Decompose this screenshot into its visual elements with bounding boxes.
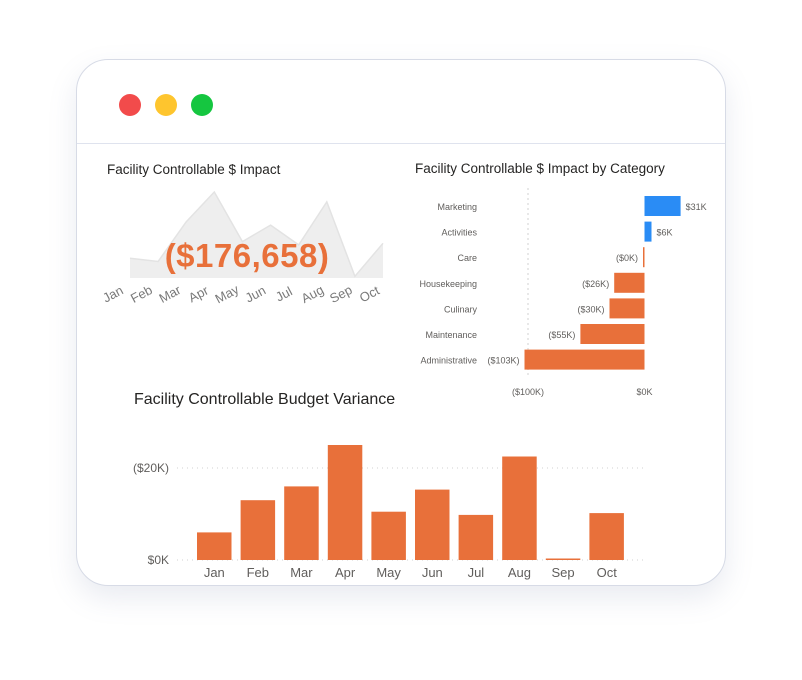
close-dot[interactable] bbox=[119, 94, 141, 116]
category-bar-marketing[interactable] bbox=[644, 196, 681, 216]
category-label-culinary: Culinary bbox=[444, 304, 478, 314]
window-titlebar bbox=[77, 60, 725, 144]
category-bar-activities[interactable] bbox=[644, 221, 652, 242]
maximize-dot[interactable] bbox=[191, 94, 213, 116]
category-label-administrative: Administrative bbox=[420, 356, 477, 366]
category-data-label-housekeeping: ($26K) bbox=[582, 279, 609, 289]
category-data-label-culinary: ($30K) bbox=[577, 304, 604, 314]
variance-month-label-jun: Jun bbox=[422, 565, 443, 580]
category-bar-maintenance[interactable] bbox=[580, 324, 645, 344]
category-label-housekeeping: Housekeeping bbox=[419, 279, 477, 289]
variance-month-label-aug: Aug bbox=[508, 565, 531, 580]
category-data-label-maintenance: ($55K) bbox=[548, 330, 575, 340]
variance-bar-jul[interactable] bbox=[458, 514, 494, 560]
dashboard-window: Facility Controllable $ Impact Jan Feb Mar… bbox=[76, 59, 726, 586]
category-label-activities: Activities bbox=[441, 228, 477, 238]
category-label-maintenance: Maintenance bbox=[425, 330, 477, 340]
variance-month-label-feb: Feb bbox=[247, 565, 269, 580]
variance-bar-jan[interactable] bbox=[197, 532, 232, 560]
variance-bar-apr[interactable] bbox=[327, 445, 363, 560]
trend-month-label-jul: Jul bbox=[273, 283, 295, 304]
variance-month-label-oct: Oct bbox=[597, 565, 618, 580]
category-xtick-0: ($100K) bbox=[512, 387, 544, 397]
variance-bar-mar[interactable] bbox=[284, 486, 319, 560]
budget-variance-chart[interactable]: $0K ($20K) Jan Feb Mar Apr May Jun Jul Aug Sep Oct bbox=[77, 60, 726, 586]
variance-month-label-jan: Jan bbox=[204, 565, 225, 580]
variance-bar-oct[interactable] bbox=[589, 513, 624, 560]
impact-by-category-title: Facility Controllable $ Impact by Catego… bbox=[415, 161, 665, 176]
impact-kpi-value: ($176,658) bbox=[164, 237, 330, 274]
variance-month-label-jul: Jul bbox=[468, 565, 485, 580]
category-bar-administrative[interactable] bbox=[524, 349, 645, 370]
impact-by-category-chart[interactable]: Marketing $31K Activities $6K Care ($0K) House… bbox=[77, 60, 726, 586]
variance-month-label-sep: Sep bbox=[552, 565, 575, 580]
category-bar-housekeeping[interactable] bbox=[614, 272, 645, 293]
category-xtick-1: $0K bbox=[636, 387, 652, 397]
impact-trend-chart[interactable]: Jan Feb Mar Apr May Jun Jul Aug Sep Oct bbox=[77, 60, 726, 586]
variance-bar-sep[interactable] bbox=[545, 558, 581, 561]
variance-ytick-0: $0K bbox=[148, 553, 169, 567]
variance-month-label-mar: Mar bbox=[290, 565, 313, 580]
variance-month-label-may: May bbox=[376, 565, 401, 580]
impact-trend-title: Facility Controllable $ Impact bbox=[107, 162, 281, 177]
variance-bar-aug[interactable] bbox=[502, 456, 537, 561]
variance-month-label-apr: Apr bbox=[335, 565, 356, 580]
variance-bar-may[interactable] bbox=[371, 511, 406, 560]
minimize-dot[interactable] bbox=[155, 94, 177, 116]
impact-trend-line bbox=[129, 190, 384, 278]
category-data-label-administrative: ($103K) bbox=[487, 356, 519, 366]
category-bar-culinary[interactable] bbox=[609, 298, 645, 319]
variance-bar-feb[interactable] bbox=[240, 500, 276, 560]
variance-bar-jun[interactable] bbox=[415, 489, 450, 560]
variance-ytick-1: ($20K) bbox=[133, 461, 169, 475]
category-bar-care[interactable] bbox=[643, 247, 645, 268]
budget-variance-title: Facility Controllable Budget Variance bbox=[134, 391, 396, 408]
category-label-care: Care bbox=[457, 253, 477, 263]
category-data-label-activities: $6K bbox=[657, 228, 673, 238]
category-data-label-care: ($0K) bbox=[616, 253, 638, 263]
category-label-marketing: Marketing bbox=[437, 202, 477, 212]
category-data-label-marketing: $31K bbox=[686, 202, 707, 212]
